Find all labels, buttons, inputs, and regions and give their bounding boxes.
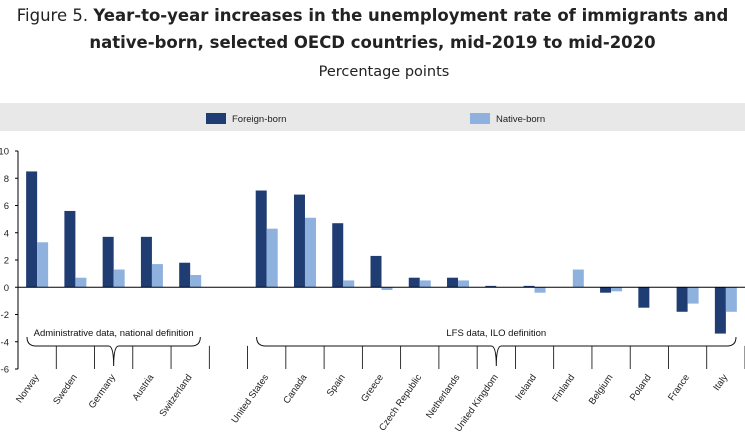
y-tick-label: -4 <box>1 337 9 348</box>
y-tick-label: 2 <box>4 256 9 267</box>
figure-title-line1: Year-to-year increases in the unemployme… <box>93 6 729 25</box>
category-label: Czech Republic <box>377 372 424 433</box>
y-tick-label: -6 <box>1 365 9 376</box>
figure-title: Figure 5. Year-to-year increases in the … <box>0 2 745 56</box>
category-label: Belgium <box>587 372 616 406</box>
bar-native-greece <box>381 287 393 290</box>
bar-foreign-switzerland <box>179 262 191 288</box>
bar-foreign-sweden <box>64 210 76 288</box>
bar-native-canada <box>304 217 316 288</box>
category-label: United States <box>229 372 271 425</box>
bar-foreign-canada <box>293 194 305 288</box>
bar-foreign-germany <box>102 236 114 288</box>
category-label: Ireland <box>513 372 539 402</box>
bar-native-italy <box>725 287 737 312</box>
legend-box <box>0 103 745 131</box>
category-label: Austria <box>130 372 156 403</box>
figure-subtitle: Percentage points <box>318 64 450 80</box>
annotation-label-1: Administrative data, national definition <box>34 328 194 339</box>
legend-swatch-native <box>470 113 490 124</box>
bar-native-france <box>687 287 699 304</box>
bar-foreign-poland <box>638 287 650 308</box>
annotation-bracket-2 <box>256 336 737 367</box>
category-label: Italy <box>711 372 730 393</box>
bar-foreign-ireland <box>523 285 535 288</box>
bar-native-austria <box>151 264 163 288</box>
bar-native-belgium <box>611 287 623 292</box>
bar-foreign-belgium <box>600 287 612 293</box>
category-label: Finland <box>550 372 577 404</box>
y-tick-label: 4 <box>4 228 9 239</box>
category-label: Norway <box>14 372 42 405</box>
category-label: Spain <box>325 372 348 398</box>
y-tick-label: 6 <box>4 201 9 212</box>
bar-foreign-greece <box>370 255 382 288</box>
figure-label: Figure 5. <box>16 6 89 25</box>
y-tick-label: -2 <box>1 310 9 321</box>
legend-label-native: Native-born <box>496 114 545 125</box>
bar-native-finland <box>572 269 584 288</box>
bar-foreign-united-kingdom <box>485 285 497 288</box>
bar-foreign-france <box>676 287 688 312</box>
bar-foreign-spain <box>332 223 344 288</box>
legend-label-foreign: Foreign-born <box>232 114 286 125</box>
annotation-bracket-1 <box>26 336 201 367</box>
bar-native-germany <box>113 269 125 288</box>
bar-foreign-austria <box>140 236 152 288</box>
annotation-label-2: LFS data, ILO definition <box>446 328 546 339</box>
bar-foreign-norway <box>26 171 38 288</box>
legend-swatch-foreign <box>206 113 226 124</box>
bar-native-czech-republic <box>419 280 431 288</box>
y-tick-label: 8 <box>4 174 9 185</box>
bar-native-switzerland <box>190 274 202 288</box>
bar-native-netherlands <box>458 280 470 288</box>
category-label: Netherlands <box>424 372 463 420</box>
y-tick-label: 0 <box>4 283 9 294</box>
bar-native-norway <box>37 242 49 288</box>
category-label: Poland <box>628 372 654 403</box>
figure-title-line2: native-born, selected OECD countries, mi… <box>89 33 656 52</box>
category-label: Sweden <box>51 372 80 406</box>
bar-native-spain <box>343 280 355 288</box>
bar-foreign-czech-republic <box>408 277 420 288</box>
category-label: Germany <box>87 372 119 411</box>
bar-foreign-italy <box>714 287 726 334</box>
bar-foreign-united-states <box>255 190 267 288</box>
category-label: Canada <box>281 372 310 406</box>
category-label: France <box>666 372 692 403</box>
bar-foreign-netherlands <box>447 277 459 288</box>
bar-native-sweden <box>75 277 87 288</box>
bar-native-ireland <box>534 287 546 293</box>
category-label: Greece <box>359 372 386 404</box>
y-tick-label: 10 <box>0 147 9 158</box>
bar-native-united-states <box>266 228 278 288</box>
category-label: Switzerland <box>157 372 194 419</box>
